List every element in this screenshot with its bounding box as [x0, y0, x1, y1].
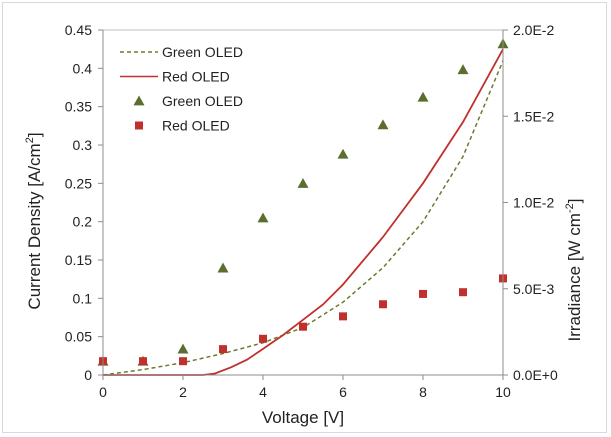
- y-left-tick-label: 0: [84, 367, 92, 383]
- data-marks: [97, 38, 509, 376]
- red-irradiance-point: [419, 289, 427, 298]
- y-left-tick-label: 0.3: [73, 137, 93, 153]
- y-right-tick-label: 2.0E-2: [513, 22, 554, 38]
- y-right-tick-label: 5.0E-3: [513, 281, 554, 297]
- x-tick-label: 10: [495, 384, 511, 400]
- y-left-tick-label: 0.05: [65, 329, 92, 345]
- y-axis-left-title: Current Density [A/cm2]: [24, 132, 44, 309]
- chart-frame: [2, 2, 607, 433]
- green-irradiance-point: [257, 212, 269, 223]
- y-left-tick-label: 0.15: [65, 252, 92, 268]
- y-axis-right-title: Irradiance [W cm-2]: [564, 199, 584, 342]
- legend-square-swatch: [135, 121, 143, 130]
- green-irradiance-point: [217, 262, 229, 273]
- green-irradiance-point: [337, 148, 349, 159]
- legend-triangle-swatch: [133, 95, 145, 106]
- y-left-tick-label: 0.1: [73, 290, 93, 306]
- green-irradiance-point: [377, 119, 389, 130]
- red-irradiance-point: [179, 357, 187, 366]
- x-tick-label: 8: [419, 384, 427, 400]
- y-left-tick-label: 0.25: [65, 175, 92, 191]
- x-tick-label: 4: [259, 384, 267, 400]
- axes: 0 2 4 6 8 10 0 0.05 0.1 0.15 0.2 0.25 0.3 0.35 0.4 0.45…: [65, 22, 558, 400]
- y-right-tick-label: 0.0E+0: [513, 367, 558, 383]
- green-irradiance-point: [417, 91, 429, 102]
- red-irradiance-point: [339, 312, 347, 321]
- red-irradiance-point: [259, 334, 267, 343]
- y-left-tick-label: 0.35: [65, 99, 92, 115]
- legend-entry-label: Green OLED: [162, 44, 243, 60]
- x-tick-label: 0: [99, 384, 107, 400]
- green-irradiance-point: [457, 64, 469, 75]
- green-irradiance-point: [297, 178, 309, 188]
- y-left-tick-label: 0.45: [65, 22, 92, 38]
- y-right-tick-label: 1.0E-2: [513, 195, 554, 211]
- legend-entry-label: Red OLED: [162, 118, 230, 134]
- red-irradiance-point: [139, 357, 147, 366]
- legend-entry-label: Green OLED: [162, 93, 243, 109]
- y-left-tick-label: 0.4: [73, 60, 93, 76]
- x-tick-label: 2: [179, 384, 187, 400]
- red-irradiance-point: [219, 345, 227, 354]
- x-axis-title: Voltage [V]: [262, 408, 344, 427]
- legend-entry-label: Red OLED: [162, 69, 230, 85]
- red-irradiance-point: [459, 288, 467, 297]
- y-left-tick-label: 0.2: [73, 214, 93, 230]
- red-irradiance-point: [299, 322, 307, 331]
- legend: Green OLED Red OLED Green OLED Red OLED: [120, 44, 243, 134]
- red-irradiance-point: [379, 300, 387, 309]
- green-irradiance-point: [177, 343, 189, 354]
- x-tick-label: 6: [339, 384, 347, 400]
- y-right-tick-label: 1.5E-2: [513, 108, 554, 124]
